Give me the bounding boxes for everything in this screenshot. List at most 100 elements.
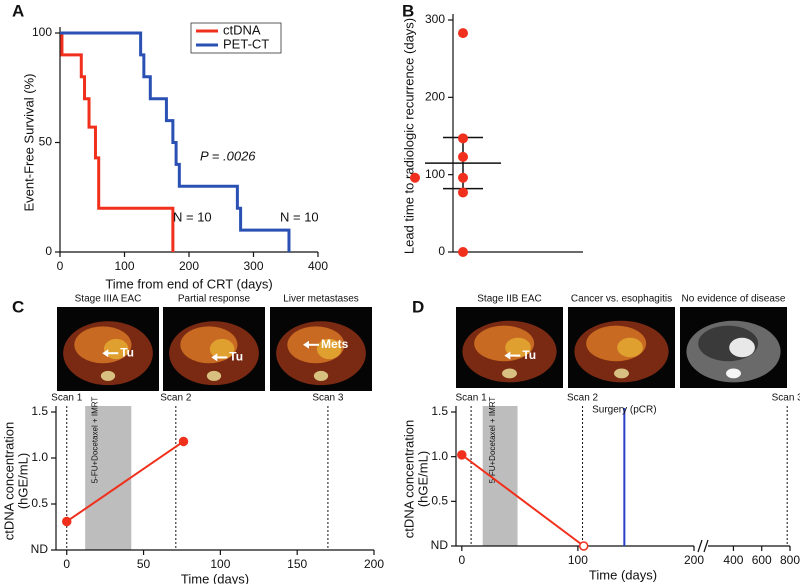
ct-spine [206, 370, 222, 381]
data-point [457, 450, 467, 460]
ct-organ [617, 337, 643, 358]
ct-spine [726, 368, 741, 379]
y-tick-label: 300 [425, 12, 445, 26]
x-tick-label: 0 [63, 557, 70, 571]
legend-label: ctDNA [223, 22, 261, 37]
y-tick-label: 1.5 [431, 404, 448, 418]
x-axis-label: Time from end of CRT (days) [105, 276, 272, 291]
y-axis-label: Lead time to radiologic recurrence (days… [401, 18, 416, 254]
image-label: Tu [229, 350, 243, 364]
data-point [178, 436, 189, 447]
y-tick-label: 100 [425, 167, 445, 181]
arrow-head [303, 340, 309, 349]
x-tick-label: 600 [752, 553, 772, 567]
point [458, 247, 468, 257]
y-tick-label: 100 [32, 25, 52, 39]
ct-organ [316, 338, 342, 360]
x-axis-label: Time (days) [589, 567, 657, 582]
scan-label: Scan 2 [160, 393, 192, 404]
treatment-label: 5-FU+Docetaxel + IMRT [488, 397, 497, 484]
ct-organ [209, 338, 235, 360]
x-tick-label: 100 [114, 259, 134, 273]
treatment-label: 5-FU+Docetaxel + IMRT [90, 397, 99, 484]
point [458, 28, 468, 39]
point [458, 151, 468, 162]
survival-curve [60, 31, 175, 252]
scan-label: Scan 3 [772, 393, 800, 404]
scan-label: Scan 3 [312, 393, 344, 404]
y-tick-label: 0.5 [31, 496, 48, 510]
x-tick-label: 200 [684, 553, 704, 567]
y-tick-label: 1.0 [31, 450, 48, 464]
x-tick-label: 300 [243, 259, 263, 273]
annotation: P = .0026 [200, 148, 256, 163]
x-tick-label: 0 [458, 553, 465, 567]
panel-letter: B [402, 1, 414, 20]
y-tick-label: 0 [45, 244, 52, 258]
point [410, 172, 420, 183]
image-caption: Liver metastases [283, 294, 359, 305]
image-caption: Cancer vs. esophagitis [571, 294, 672, 305]
image-caption: No evidence of disease [682, 294, 786, 305]
annotation: N = 10 [280, 209, 319, 224]
y-tick-label: 200 [425, 90, 445, 104]
image-caption: Stage IIB EAC [477, 294, 541, 305]
image-label: Mets [321, 337, 349, 351]
x-tick-label: 200 [179, 259, 199, 273]
x-tick-label: 100 [568, 553, 588, 567]
y-tick-label: 50 [39, 135, 53, 149]
panel-letter: C [12, 297, 24, 316]
y-axis-label: ctDNA concentration [1, 422, 16, 541]
surgery-label: Surgery (pCR) [592, 405, 656, 416]
x-tick-label: 0 [57, 259, 64, 273]
data-line [461, 454, 585, 547]
x-tick-label: 400 [308, 259, 328, 273]
x-tick-label: 800 [780, 553, 800, 567]
axis-break [697, 539, 703, 553]
ct-spine [313, 370, 329, 381]
panel-letter: A [12, 1, 24, 20]
axis-break [703, 539, 709, 553]
legend-label: PET-CT [223, 36, 269, 51]
point [458, 187, 468, 198]
data-line [66, 440, 185, 523]
x-tick-label: 100 [210, 557, 230, 571]
y-tick-label: ND [31, 542, 49, 556]
x-tick-label: 150 [287, 557, 307, 571]
survival-curve [60, 31, 291, 252]
y-tick-label: 1.5 [31, 404, 48, 418]
data-point [578, 541, 589, 551]
scan-label: Scan 1 [51, 393, 83, 404]
ct-spine [502, 368, 517, 379]
annotation: N = 10 [173, 209, 212, 224]
panel-letter: D [412, 297, 424, 316]
y-axis-label: ctDNA concentration [401, 420, 416, 539]
y-tick-label: 0.5 [431, 494, 448, 508]
image-label: Tu [120, 345, 134, 359]
image-label: Tu [522, 348, 536, 362]
image-caption: Stage IIIA EAC [75, 294, 142, 305]
ct-spine [100, 370, 116, 381]
x-tick-label: 50 [137, 557, 151, 571]
arrow-head [504, 351, 511, 360]
y-axis-label: (hGE/mL) [15, 453, 30, 509]
scan-label: Scan 1 [456, 393, 488, 404]
treatment-band [85, 406, 132, 550]
x-tick-label: 400 [723, 553, 743, 567]
y-axis-label: (hGE/mL) [415, 451, 430, 507]
y-tick-label: ND [431, 538, 449, 552]
ct-spine [614, 368, 629, 379]
data-point [62, 516, 72, 527]
y-tick-label: 1.0 [431, 449, 448, 463]
y-tick-label: 0 [438, 244, 445, 258]
legend-box [190, 22, 282, 54]
x-axis-label: Time (days) [181, 571, 249, 584]
scan-label: Scan 2 [567, 393, 599, 404]
ct-organ [505, 337, 531, 358]
x-tick-label: 200 [364, 557, 384, 571]
ct-organ [729, 337, 755, 358]
arrow-head [211, 353, 218, 362]
y-axis-label: Event-Free Survival (%) [21, 74, 36, 212]
point [458, 172, 468, 183]
